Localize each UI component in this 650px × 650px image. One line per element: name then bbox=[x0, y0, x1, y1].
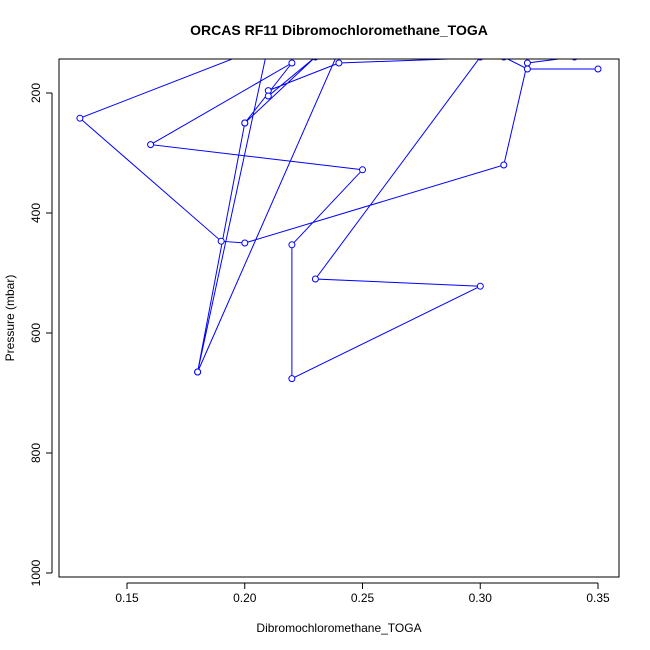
x-tick-label: 0.20 bbox=[233, 591, 257, 605]
data-point bbox=[217, 237, 225, 245]
data-point bbox=[501, 51, 507, 57]
y-axis-label: Pressure (mbar) bbox=[3, 275, 17, 362]
y-axis: 200 400 600 800 1000 bbox=[29, 83, 53, 586]
y-tick-label: 400 bbox=[29, 203, 43, 223]
x-axis-label: Dibromochloromethane_TOGA bbox=[256, 621, 421, 635]
data-point bbox=[264, 92, 272, 100]
series-layer bbox=[76, 42, 602, 383]
y-tick-label: 800 bbox=[29, 443, 43, 463]
data-point bbox=[241, 119, 249, 127]
data-point bbox=[359, 166, 366, 174]
chart-title: ORCAS RF11 Dibromochloromethane_TOGA bbox=[190, 22, 488, 38]
data-point bbox=[288, 241, 296, 249]
x-tick-label: 0.35 bbox=[586, 591, 610, 605]
y-tick-label: 200 bbox=[29, 83, 43, 103]
data-point bbox=[241, 239, 249, 247]
x-tick-label: 0.25 bbox=[351, 591, 375, 605]
data-point bbox=[265, 42, 271, 48]
data-point bbox=[476, 282, 484, 290]
series-line bbox=[78, 59, 598, 380]
data-point bbox=[194, 368, 202, 376]
data-point bbox=[147, 141, 155, 149]
x-tick-label: 0.15 bbox=[115, 591, 139, 605]
data-point bbox=[76, 114, 84, 122]
data-point bbox=[523, 65, 531, 73]
x-axis: 0.15 0.20 0.25 0.30 0.35 bbox=[115, 582, 610, 605]
data-point bbox=[594, 65, 602, 73]
y-tick-label: 600 bbox=[29, 323, 43, 343]
data-point bbox=[523, 59, 531, 67]
x-tick-label: 0.30 bbox=[469, 591, 493, 605]
data-point bbox=[500, 161, 508, 169]
plot-frame bbox=[58, 58, 620, 578]
y-tick-label: 1000 bbox=[29, 559, 43, 586]
data-point bbox=[288, 59, 296, 67]
data-point bbox=[311, 275, 319, 283]
data-point bbox=[288, 375, 296, 383]
data-point bbox=[335, 59, 343, 67]
